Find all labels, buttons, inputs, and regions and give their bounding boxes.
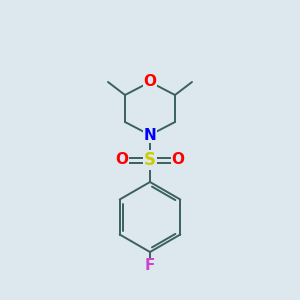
Text: N: N — [144, 128, 156, 142]
Text: O: O — [172, 152, 184, 167]
Text: O: O — [143, 74, 157, 89]
Text: F: F — [145, 259, 155, 274]
Text: S: S — [144, 151, 156, 169]
Text: O: O — [116, 152, 128, 167]
